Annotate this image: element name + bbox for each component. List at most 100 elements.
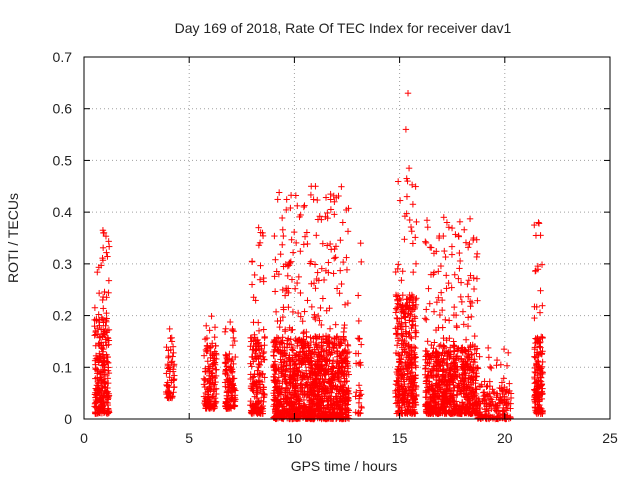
data-point [497,361,505,368]
data-point [229,342,237,349]
data-point [202,376,209,384]
data-point [274,317,281,325]
data-point [105,289,112,297]
data-point [462,336,470,343]
data-point [448,284,455,291]
y-tick-label: 0.1 [53,359,73,375]
data-point [344,228,352,235]
data-point [163,343,170,351]
data-point [222,383,229,390]
data-point [101,288,108,296]
data-point [207,378,214,386]
data-point [105,277,113,284]
data-point [210,360,217,367]
data-point [312,285,319,292]
data-point [102,336,110,343]
data-point [208,312,215,320]
data-point [222,325,229,332]
data-point [466,215,474,223]
data-point [100,305,107,312]
data-point [355,382,363,389]
data-point [338,280,345,288]
data-point [283,196,290,203]
data-point [98,345,105,352]
data-point [409,240,417,247]
data-point [91,403,98,410]
y-tick-label: 0.5 [53,152,73,168]
data-point [313,232,320,239]
data-point [424,223,431,231]
data-point [466,240,473,248]
data-points [91,90,546,423]
data-point [439,324,446,331]
data-point [278,214,286,222]
data-point [207,404,215,412]
data-point [104,379,112,387]
data-point [500,345,508,353]
data-point [101,328,108,335]
data-point [289,249,297,256]
data-point [97,370,105,378]
data-point [222,367,229,375]
data-point [94,378,101,386]
data-point [170,389,177,396]
data-point [493,362,500,369]
data-point [261,334,268,342]
data-point [437,289,445,296]
data-point [442,253,449,261]
data-point [99,257,107,264]
data-point [272,256,279,263]
data-point [203,322,210,329]
data-point [422,238,429,245]
data-point [473,350,480,357]
data-point [99,333,106,341]
data-point [104,359,112,366]
data-point [355,335,363,343]
data-point [105,243,113,250]
data-point [451,271,458,278]
data-point [231,337,238,345]
data-point [403,193,411,200]
data-point [484,344,492,352]
data-point [503,362,511,369]
data-point [358,258,365,266]
data-point [213,366,220,373]
data-point [201,383,209,391]
data-point [103,342,110,349]
data-point [456,265,463,272]
data-point [441,247,448,255]
data-point [297,289,304,297]
data-point [208,381,216,388]
data-point [536,309,544,316]
data-point [101,361,108,368]
data-point [332,243,340,250]
data-point [341,324,348,332]
data-point [396,197,404,204]
data-point [308,303,316,311]
data-point [300,203,308,211]
y-tick-label: 0.6 [53,101,73,117]
data-point [406,216,413,224]
data-point [506,380,513,387]
data-point [271,288,279,295]
data-point [208,370,216,377]
data-point [164,382,172,389]
data-point [317,304,324,312]
data-point [105,238,112,245]
data-point [248,258,256,265]
data-point [207,397,215,405]
data-point [279,226,286,233]
data-point [295,273,303,281]
data-point [168,358,176,365]
data-point [168,338,176,345]
data-point [222,402,229,410]
data-point [486,363,494,371]
data-point [100,399,107,407]
y-tick-label: 0.2 [53,308,73,324]
data-point [339,219,346,226]
data-point [357,239,364,247]
data-point [231,394,238,401]
data-point [464,280,471,288]
data-point [255,319,262,326]
data-point [226,350,233,358]
